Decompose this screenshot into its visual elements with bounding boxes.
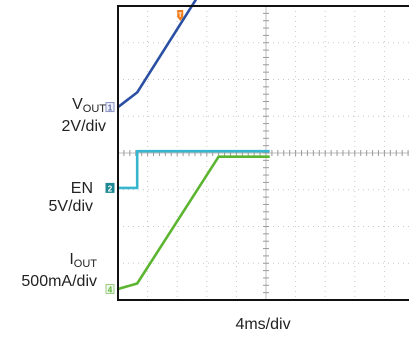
channel-4-marker-id: 4 bbox=[108, 285, 113, 294]
channel-2-marker-id: 2 bbox=[108, 184, 113, 193]
channel-1-marker bbox=[105, 102, 115, 113]
channel-markers: 1 2 4 T bbox=[105, 10, 184, 294]
iout-scale: 500mA/div bbox=[21, 273, 97, 290]
vout-scale: 2V/div bbox=[61, 118, 106, 135]
en-scale: 5V/div bbox=[48, 198, 93, 215]
vout-trace bbox=[117, 0, 198, 109]
en-label: EN 5V/div bbox=[48, 180, 93, 215]
en-trace bbox=[118, 149, 270, 190]
trigger-marker-icon bbox=[177, 10, 184, 21]
plot-frame bbox=[117, 5, 409, 301]
trigger-marker-label: T bbox=[178, 13, 182, 19]
timebase-label: 4ms/div bbox=[235, 316, 291, 333]
traces bbox=[117, 0, 270, 291]
graticule bbox=[117, 5, 409, 301]
channel-1-marker-id: 1 bbox=[108, 104, 113, 113]
channel-2-marker bbox=[105, 182, 115, 193]
iout-trace bbox=[117, 155, 270, 291]
channel-4-marker bbox=[105, 283, 115, 294]
vout-label: VOUT 2V/div bbox=[61, 96, 106, 135]
iout-label: IOUT 500mA/div bbox=[21, 251, 97, 290]
